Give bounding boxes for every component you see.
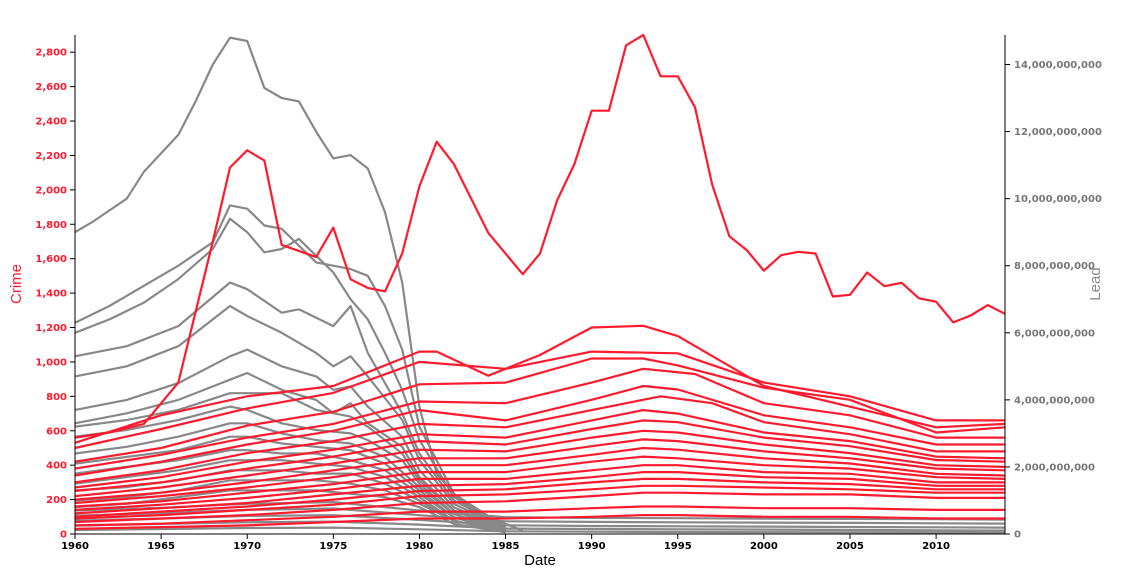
crime-series-line-8 <box>74 409 1006 489</box>
lead-series-line-8 <box>74 392 506 532</box>
date-tick-label: 1980 <box>406 541 434 552</box>
crime-axis: 0 200 400 600 800 1,000 1,200 1,400 1,600 1,800 2,… <box>35 35 76 541</box>
lead-series-line-4 <box>74 281 507 529</box>
crime-series-line-13 <box>74 455 1006 508</box>
lead-series-group <box>74 36 1006 534</box>
date-tick-label: 1960 <box>61 541 89 552</box>
lead-tick-label: 8,000,000,000 <box>1014 261 1095 272</box>
date-tick-label: 1970 <box>233 541 261 552</box>
lead-tick-label: 14,000,000,000 <box>1014 60 1102 71</box>
crime-series-line-6 <box>74 384 1005 477</box>
crime-series-line-4 <box>74 357 1006 463</box>
crime-series-line-15 <box>74 471 1005 515</box>
lead-series-line-21 <box>74 526 1006 534</box>
crime-tick-label: 1,200 <box>35 323 67 334</box>
date-axis: 1960 1965 1970 1975 1980 1985 1990 1995 2000 2005… <box>61 533 1005 552</box>
crime-tick-label: 600 <box>46 426 67 437</box>
crime-series-line-10 <box>74 429 1006 498</box>
crime-tick-label: 400 <box>46 461 67 472</box>
crime-tick-label: 1,600 <box>35 254 67 265</box>
crime-series-line-3 <box>74 350 1005 450</box>
lead-series-line-20 <box>74 520 1006 532</box>
date-axis-title: Date <box>524 552 556 569</box>
crime-tick-label: 800 <box>46 392 67 403</box>
lead-series-line-5 <box>74 304 507 530</box>
crime-series-line-1 <box>74 33 1006 439</box>
crime-series-group <box>74 33 1006 530</box>
crime-series-line-2 <box>74 324 1006 444</box>
crime-tick-label: 1,800 <box>35 220 67 231</box>
date-tick-label: 1975 <box>319 541 347 552</box>
date-tick-label: 2005 <box>836 541 864 552</box>
crime-tick-label: 2,400 <box>35 117 67 128</box>
lead-tick-label: 4,000,000,000 <box>1014 395 1095 406</box>
lead-tick-label: 12,000,000,000 <box>1014 127 1102 138</box>
crime-tick-label: 2,800 <box>35 48 67 59</box>
crime-tick-label: 0 <box>60 530 67 541</box>
date-tick-label: 2010 <box>922 541 950 552</box>
crime-tick-label: 2,200 <box>35 151 67 162</box>
crime-series-line-5 <box>74 367 1005 470</box>
lead-axis-title: Lead <box>1087 267 1104 300</box>
lead-series-line-1 <box>74 36 524 532</box>
crime-series-line-11 <box>74 438 1006 501</box>
crime-series-line-19 <box>74 505 1005 527</box>
crime-series-line-18 <box>74 491 1005 524</box>
crime-tick-label: 1,000 <box>35 357 67 368</box>
date-tick-label: 1995 <box>664 541 692 552</box>
crime-series-line-16 <box>74 477 1005 518</box>
lead-tick-label: 6,000,000,000 <box>1014 328 1095 339</box>
crime-axis-title: Crime <box>8 264 25 304</box>
crime-tick-label: 2,000 <box>35 185 67 196</box>
crime-tick-label: 200 <box>46 495 67 506</box>
crime-series-line-20 <box>74 514 1005 530</box>
date-tick-label: 2000 <box>750 541 778 552</box>
crime-series-line-9 <box>74 419 1006 493</box>
crime-series-line-12 <box>74 446 1006 505</box>
date-tick-label: 1990 <box>578 541 606 552</box>
crime-series-line-17 <box>74 484 1005 520</box>
lead-tick-label: 10,000,000,000 <box>1014 194 1102 205</box>
lead-tick-label: 0 <box>1014 530 1021 541</box>
lead-axis: 0 2,000,000,000 4,000,000,000 6,000,000,000… <box>1004 35 1102 541</box>
lead-tick-label: 2,000,000,000 <box>1014 462 1095 473</box>
crime-series-line-7 <box>74 395 1005 484</box>
crime-tick-label: 2,600 <box>35 82 67 93</box>
crime-series-line-14 <box>74 464 1005 511</box>
crime-tick-label: 1,400 <box>35 289 67 300</box>
lead-series-line-2 <box>74 204 507 529</box>
date-tick-label: 1965 <box>147 541 175 552</box>
date-tick-label: 1985 <box>492 541 520 552</box>
lead-series-line-9 <box>74 405 506 532</box>
